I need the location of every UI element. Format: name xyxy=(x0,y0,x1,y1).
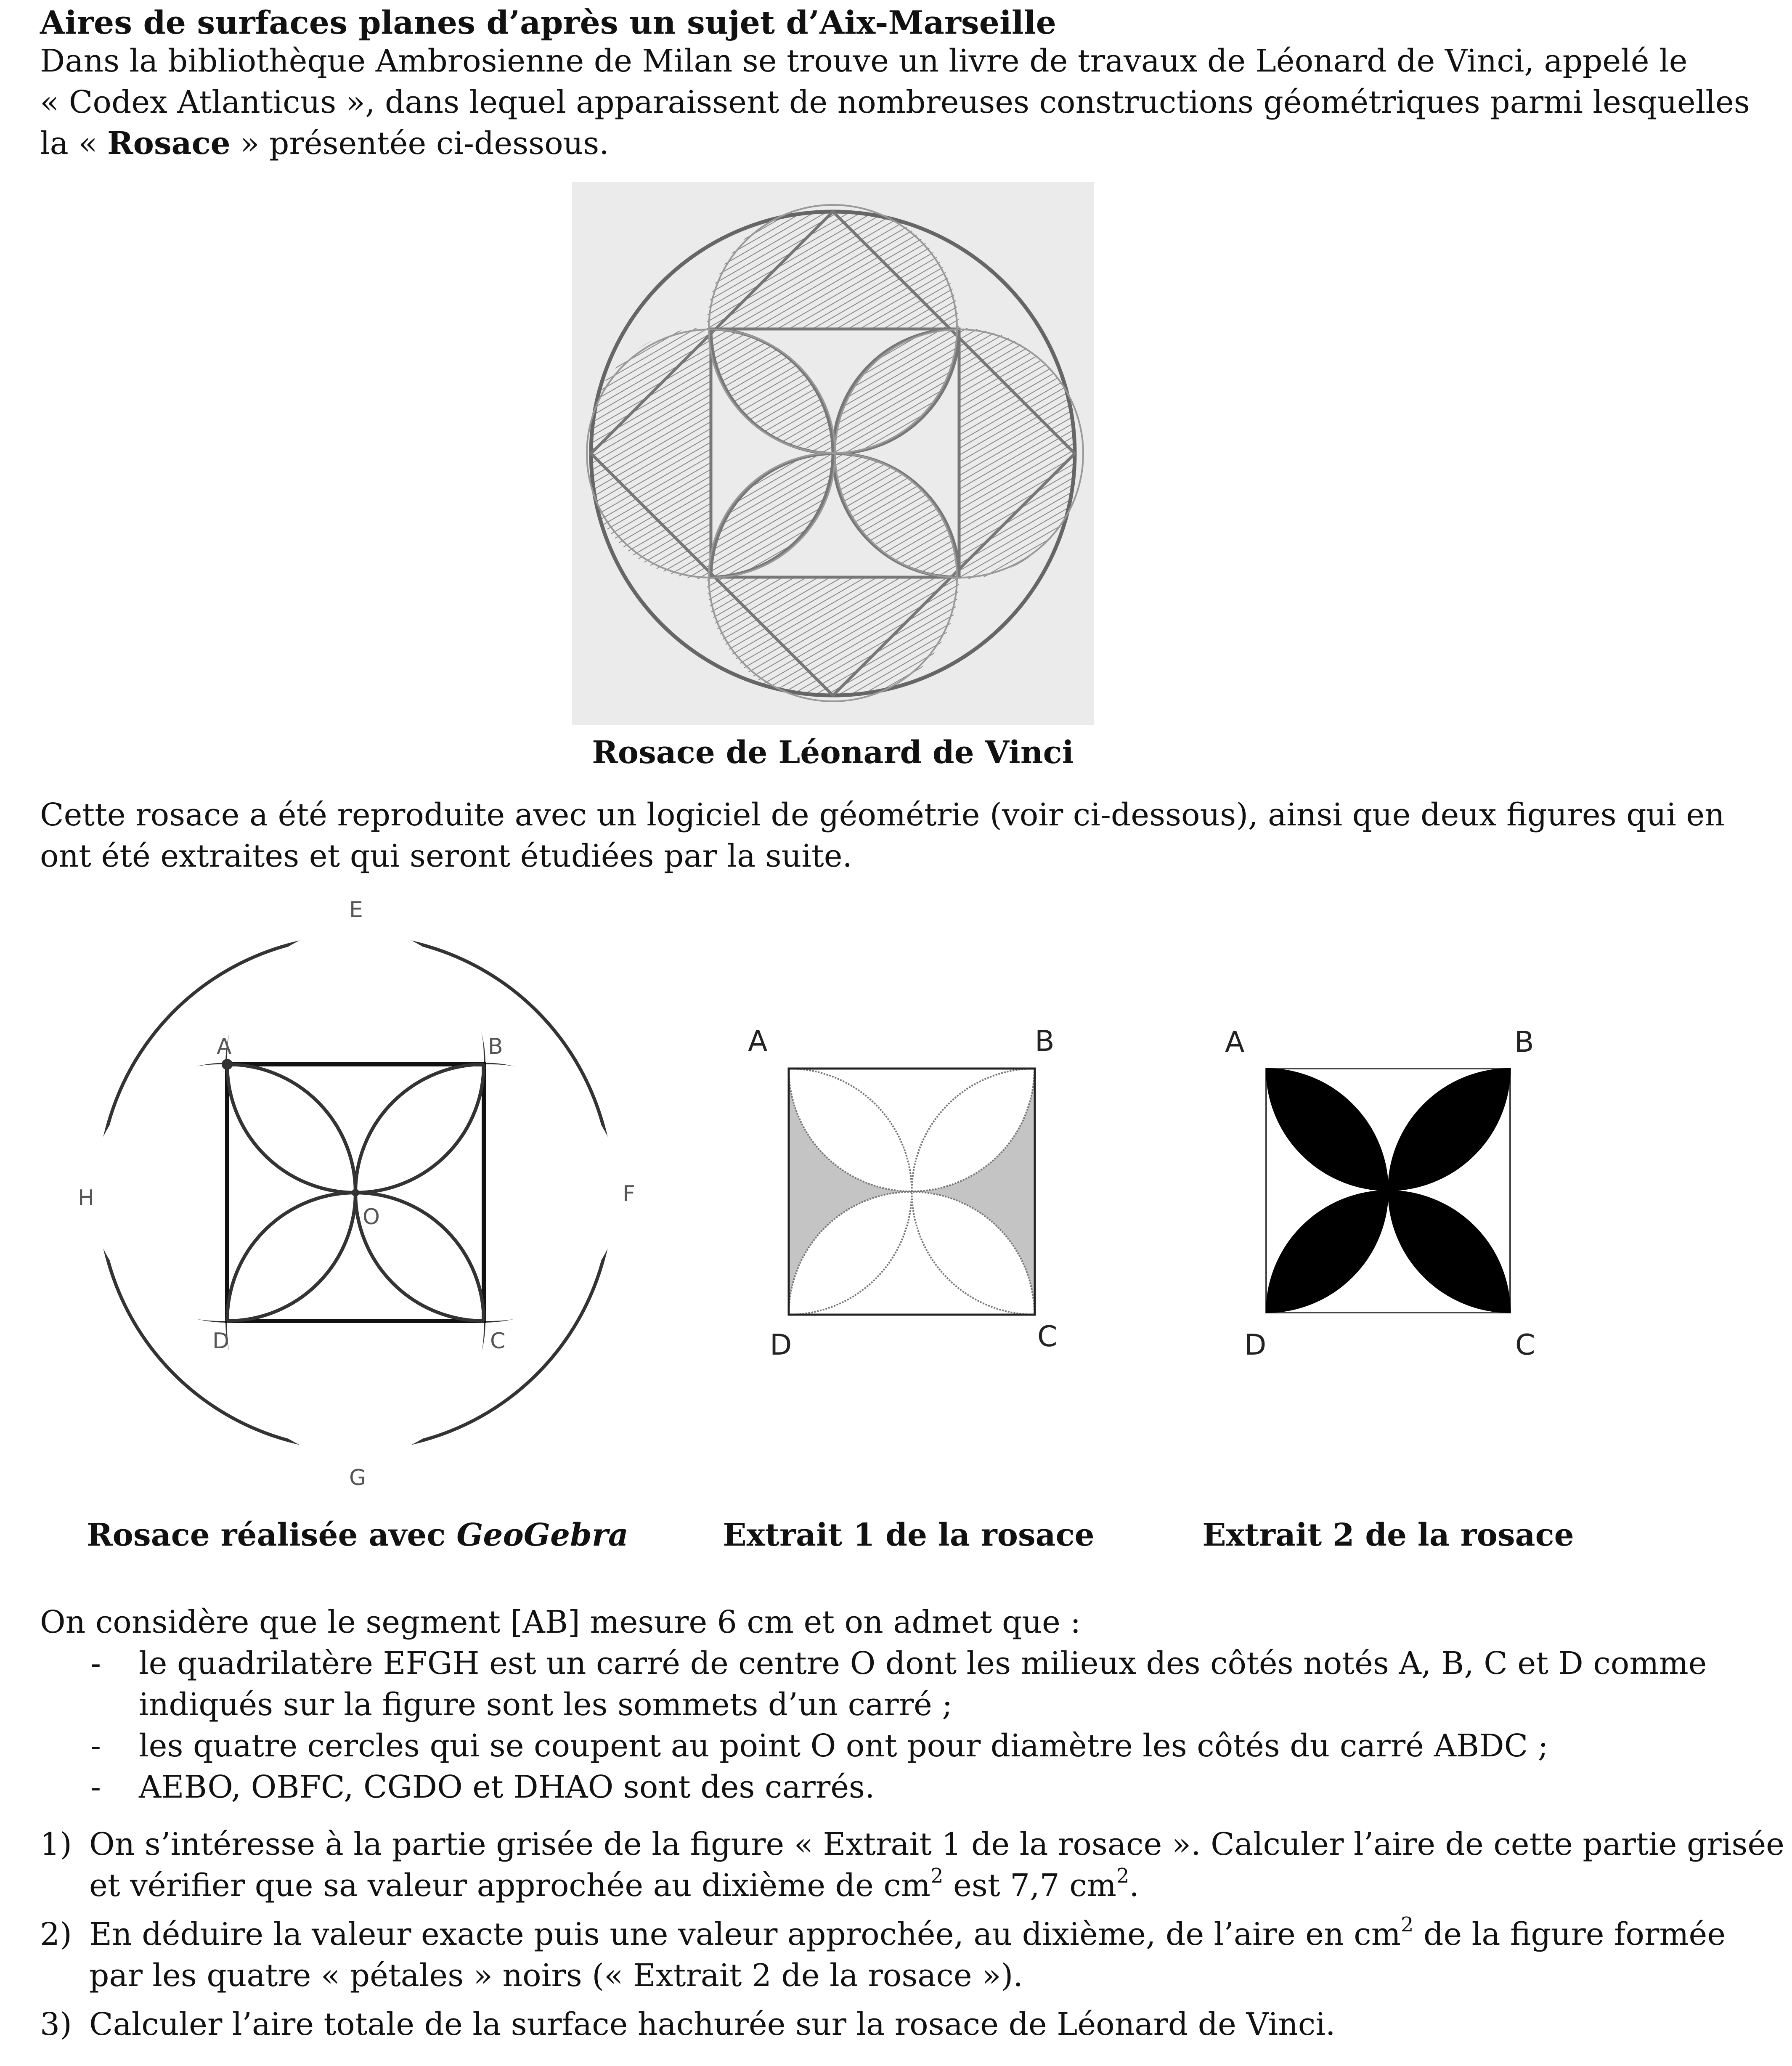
leonardo-rosace-photo xyxy=(572,182,1094,725)
square-abdc xyxy=(225,1062,486,1323)
list-item: - AEBO, OBFC, CGDO et DHAO sont des carr… xyxy=(90,1769,875,1805)
considere-line: On considère que le segment [AB] mesure … xyxy=(40,1604,1081,1640)
caption-extrait-1: Extrait 1 de la rosace xyxy=(723,1517,1095,1553)
label-h: H xyxy=(78,1185,94,1211)
mask-right xyxy=(484,1064,620,1321)
point-o xyxy=(352,1189,359,1196)
petal-top-right xyxy=(1387,1068,1511,1191)
paragraph-2-line-2: ont été extraites et qui seront étudiées… xyxy=(40,838,853,874)
point-a xyxy=(222,1059,233,1070)
page-title: Aires de surfaces planes d’après un suje… xyxy=(40,4,1056,41)
extrait-1-label-d: D xyxy=(770,1329,792,1362)
caption-extrait-2: Extrait 2 de la rosace xyxy=(1202,1517,1574,1553)
extrait-2-label-c: C xyxy=(1515,1329,1535,1362)
question-1: 1) On s’intéresse à la partie grisée de … xyxy=(40,1826,1784,1904)
extrait-1-label-a: A xyxy=(748,1025,768,1058)
intro-line-1: Dans la bibliothèque Ambrosienne de Mila… xyxy=(40,43,1688,79)
rosace-word: Rosace xyxy=(107,125,231,162)
extrait-1-label-b: B xyxy=(1035,1025,1055,1058)
label-d: D xyxy=(212,1329,229,1354)
photo-caption: Rosace de Léonard de Vinci xyxy=(592,735,1074,771)
intro-paragraph: Dans la bibliothèque Ambrosienne de Mila… xyxy=(40,40,1750,164)
question-2: 2) En déduire la valeur exacte puis une … xyxy=(40,1913,1726,1994)
mask-left xyxy=(90,1064,227,1321)
label-a: A xyxy=(217,1034,232,1059)
extrait-1-label-c: C xyxy=(1037,1320,1057,1353)
label-g: G xyxy=(349,1465,366,1489)
geogebra-rosace-figure: E A B H F O D C G xyxy=(78,897,635,1489)
geogebra-word: GeoGebra xyxy=(456,1517,628,1553)
intro-line-3: la « Rosace » présentée ci-dessous. xyxy=(40,125,609,162)
petal-bottom-right xyxy=(1387,1190,1511,1313)
extrait-2-label-a: A xyxy=(1225,1026,1245,1059)
question-3: 3) Calculer l’aire totale de la surface … xyxy=(40,2006,1336,2042)
questions-list: 1) On s’intéresse à la partie grisée de … xyxy=(40,1824,1784,2053)
hypotheses-list: - le quadrilatère EFGH est un carré de c… xyxy=(40,1643,1707,1808)
extrait-2-label-b: B xyxy=(1514,1026,1534,1059)
intro-line-2: « Codex Atlanticus », dans lequel appara… xyxy=(40,84,1750,120)
label-o: O xyxy=(363,1204,380,1230)
label-c: C xyxy=(490,1329,505,1354)
extrait-1-figure: A B D C xyxy=(740,1018,1085,1363)
label-b: B xyxy=(488,1034,503,1059)
caption-geogebra: Rosace réalisée avec GeoGebra xyxy=(87,1517,628,1553)
petal-bottom-left xyxy=(1265,1190,1389,1313)
label-e: E xyxy=(349,897,363,923)
petal-top-left xyxy=(1265,1068,1389,1191)
list-item: - les quatre cercles qui se coupent au p… xyxy=(90,1728,1548,1764)
paragraph-2-line-1: Cette rosace a été reproduite avec un lo… xyxy=(40,797,1725,833)
extrait-2-label-d: D xyxy=(1244,1329,1266,1362)
label-f: F xyxy=(623,1181,635,1207)
mask-bottom xyxy=(227,1321,484,1458)
mask-top xyxy=(227,928,484,1064)
extrait-2-figure: A B D C xyxy=(1225,1026,1535,1362)
list-item: - le quadrilatère EFGH est un carré de c… xyxy=(90,1645,1707,1723)
